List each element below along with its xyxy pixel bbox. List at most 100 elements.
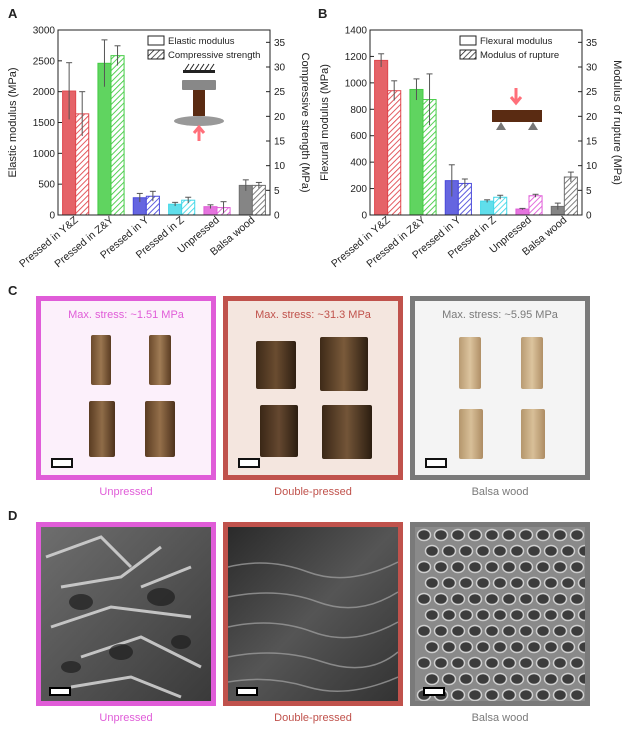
sem-cell bbox=[424, 576, 440, 590]
y2-tick-label: 0 bbox=[274, 211, 280, 222]
y-tick-label: 3000 bbox=[33, 26, 56, 37]
sem-cell bbox=[577, 640, 585, 654]
legend-label: Flexural modulus bbox=[480, 36, 553, 47]
sem-cell bbox=[484, 656, 500, 670]
legend-label: Compressive strength bbox=[168, 50, 260, 61]
sem-cell bbox=[492, 608, 508, 622]
sem-cell bbox=[501, 560, 517, 574]
sem-cell bbox=[569, 560, 585, 574]
y-axis-label: Flexural modulus (MPa) bbox=[319, 64, 331, 181]
sem-cell bbox=[501, 656, 517, 670]
support-left bbox=[496, 122, 506, 130]
y-tick-label: 200 bbox=[350, 184, 367, 195]
sem-cell bbox=[441, 544, 457, 558]
y2-tick-label: 0 bbox=[586, 211, 592, 222]
sem-cell bbox=[484, 528, 500, 542]
sem-cell bbox=[441, 640, 457, 654]
sem-cell bbox=[484, 624, 500, 638]
lower-plate bbox=[174, 116, 224, 126]
stress-label-balsa-wood: Max. stress: ~5.95 MPa bbox=[442, 309, 558, 321]
y-tick-label: 2000 bbox=[33, 87, 56, 98]
y2-tick-label: 25 bbox=[274, 87, 286, 98]
sem-cell bbox=[535, 528, 551, 542]
photo-caption-unpressed: Unpressed bbox=[99, 486, 153, 498]
sem-cell bbox=[450, 528, 466, 542]
sem-cell bbox=[535, 688, 551, 701]
support-hatch bbox=[204, 63, 210, 71]
sem-cell bbox=[467, 624, 483, 638]
sem-cell bbox=[569, 528, 585, 542]
scale-bar bbox=[51, 458, 73, 468]
sem-cell bbox=[552, 528, 568, 542]
sem-cell bbox=[543, 576, 559, 590]
compression-test-icon bbox=[174, 63, 224, 141]
bar-left bbox=[480, 200, 495, 216]
sem-cell bbox=[475, 608, 491, 622]
y-tick-label: 1000 bbox=[33, 149, 56, 160]
bar-left bbox=[409, 88, 424, 216]
sem-texture-unpressed bbox=[41, 527, 211, 701]
y2-tick-label: 10 bbox=[274, 161, 286, 172]
sem-cell bbox=[458, 544, 474, 558]
sem-cell bbox=[577, 608, 585, 622]
sem-cell bbox=[441, 608, 457, 622]
sem-cell bbox=[518, 560, 534, 574]
sem-cell bbox=[535, 592, 551, 606]
sample-unpressed-bottom-right bbox=[145, 401, 175, 457]
support-hatch bbox=[199, 63, 205, 71]
sem-cell bbox=[569, 688, 585, 701]
sem-cell bbox=[535, 560, 551, 574]
sem-cell bbox=[492, 672, 508, 686]
sem-cell bbox=[501, 624, 517, 638]
sem-cell bbox=[433, 528, 449, 542]
sem-cell bbox=[450, 688, 466, 701]
sem-cell bbox=[560, 576, 576, 590]
x-tick-label: Pressed in Y&Z bbox=[17, 214, 81, 270]
sem-cell bbox=[416, 592, 432, 606]
y2-tick-label: 5 bbox=[586, 186, 592, 197]
support-hatch bbox=[184, 63, 190, 71]
bar-right bbox=[251, 184, 266, 216]
sem-cell bbox=[467, 528, 483, 542]
sample-balsa-bottom-left bbox=[459, 409, 483, 459]
sem-cell bbox=[509, 672, 525, 686]
sample-double-bottom-left bbox=[260, 405, 298, 457]
sem-cell bbox=[509, 640, 525, 654]
sem-cell bbox=[509, 544, 525, 558]
sem-cell bbox=[467, 656, 483, 670]
y2-tick-label: 10 bbox=[586, 161, 598, 172]
support-hatch bbox=[194, 63, 200, 71]
sem-cell bbox=[441, 672, 457, 686]
legend-label: Modulus of rupture bbox=[480, 50, 559, 61]
sem-cell bbox=[475, 576, 491, 590]
y2-tick-label: 30 bbox=[586, 63, 598, 74]
y-tick-label: 0 bbox=[49, 211, 55, 222]
fixed-support bbox=[183, 70, 215, 73]
sample-double-top-right bbox=[320, 337, 368, 391]
sem-cell bbox=[552, 592, 568, 606]
panel-letter-b: B bbox=[318, 6, 328, 21]
sem-cell bbox=[484, 560, 500, 574]
sem-cell bbox=[424, 544, 440, 558]
sem-cell bbox=[560, 640, 576, 654]
bar-right bbox=[110, 55, 125, 216]
y-tick-label: 1200 bbox=[345, 52, 368, 63]
sem-cell bbox=[484, 592, 500, 606]
sem-cell bbox=[416, 656, 432, 670]
stress-label-unpressed: Max. stress: ~1.51 MPa bbox=[68, 309, 184, 321]
sem-cell bbox=[424, 672, 440, 686]
sem-cell bbox=[526, 576, 542, 590]
y-tick-label: 1400 bbox=[345, 26, 368, 37]
sem-cell bbox=[526, 640, 542, 654]
y2-tick-label: 25 bbox=[586, 87, 598, 98]
legend-swatch-solid bbox=[147, 35, 165, 46]
scale-bar bbox=[49, 687, 71, 696]
y2-tick-label: 5 bbox=[274, 186, 280, 197]
sem-cell bbox=[552, 624, 568, 638]
sem-cell bbox=[424, 608, 440, 622]
sem-texture-double-pressed bbox=[228, 527, 398, 701]
sample-unpressed-bottom-left bbox=[89, 401, 115, 457]
sem-cell bbox=[433, 560, 449, 574]
sample-unpressed-top-right bbox=[149, 335, 171, 385]
